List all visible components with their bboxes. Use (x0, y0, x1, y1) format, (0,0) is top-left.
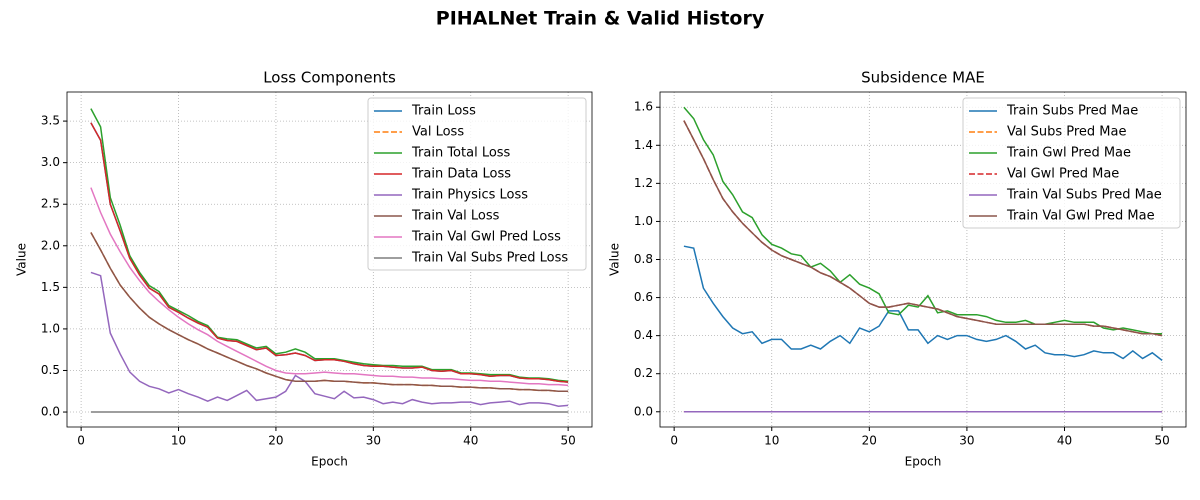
series-line (90, 122, 569, 383)
legend-label: Train Physics Loss (411, 188, 528, 203)
y-tick-label: 3.5 (41, 114, 60, 128)
y-tick-label: 2.5 (41, 197, 60, 211)
x-tick-label: 30 (366, 434, 381, 448)
y-tick-label: 1.0 (634, 214, 653, 228)
y-tick-label: 2.0 (41, 238, 60, 252)
legend-label: Val Gwl Pred Mae (1007, 167, 1119, 182)
y-tick-label: 1.2 (634, 176, 653, 190)
series-line (683, 120, 1163, 337)
legend-label: Val Loss (412, 125, 464, 140)
legend-label: Train Subs Pred Mae (1006, 104, 1138, 119)
y-tick-label: 0.6 (634, 290, 653, 304)
series-line (683, 245, 1163, 361)
y-tick-label: 0.2 (634, 366, 653, 380)
x-axis-label: Epoch (311, 455, 348, 469)
x-tick-label: 10 (171, 434, 186, 448)
axes-frame (659, 91, 1187, 428)
legend-label: Train Val Subs Pred Loss (411, 251, 568, 266)
y-tick-label: 1.4 (634, 138, 653, 152)
legend-label: Train Val Gwl Pred Mae (1006, 209, 1155, 224)
x-tick-label: 20 (268, 434, 283, 448)
legend-label: Train Loss (411, 104, 476, 119)
x-tick-label: 40 (463, 434, 478, 448)
legend-box (962, 97, 1181, 229)
y-tick-label: 1.5 (41, 280, 60, 294)
x-tick-label: 10 (764, 434, 779, 448)
y-tick-label: 0.0 (634, 404, 653, 418)
axes-title: Loss Components (263, 69, 396, 87)
y-tick-label: 0.8 (634, 252, 653, 266)
y-tick-label: 1.6 (634, 100, 653, 114)
legend-label: Train Val Gwl Pred Loss (411, 230, 561, 245)
legend-label: Train Val Loss (411, 209, 500, 224)
series-line (90, 187, 569, 387)
y-tick-label: 0.4 (634, 328, 653, 342)
series-line (683, 106, 1163, 335)
x-tick-label: 0 (77, 434, 85, 448)
legend-label: Train Gwl Pred Mae (1006, 146, 1131, 161)
legend-box (367, 97, 587, 271)
x-tick-label: 50 (1154, 434, 1169, 448)
y-axis-label: Value (608, 243, 622, 276)
series-line (90, 271, 569, 407)
x-tick-label: 40 (1057, 434, 1072, 448)
series-line (90, 232, 569, 393)
y-tick-label: 0.0 (41, 405, 60, 419)
y-tick-label: 0.5 (41, 363, 60, 377)
x-tick-label: 50 (560, 434, 575, 448)
x-tick-label: 30 (959, 434, 974, 448)
legend-label: Train Val Subs Pred Mae (1006, 188, 1162, 203)
x-tick-label: 0 (670, 434, 678, 448)
legend-label: Train Data Loss (411, 167, 511, 182)
x-tick-label: 20 (862, 434, 877, 448)
y-axis-label: Value (15, 243, 29, 276)
legend-label: Val Subs Pred Mae (1007, 125, 1126, 140)
x-axis-label: Epoch (905, 455, 942, 469)
figure-title: PIHALNet Train & Valid History (436, 8, 765, 30)
series-line (90, 108, 569, 383)
legend-label: Train Total Loss (411, 146, 511, 161)
y-tick-label: 1.0 (41, 321, 60, 335)
axes-frame (66, 91, 593, 428)
y-tick-label: 3.0 (41, 155, 60, 169)
axes-title: Subsidence MAE (861, 69, 985, 87)
